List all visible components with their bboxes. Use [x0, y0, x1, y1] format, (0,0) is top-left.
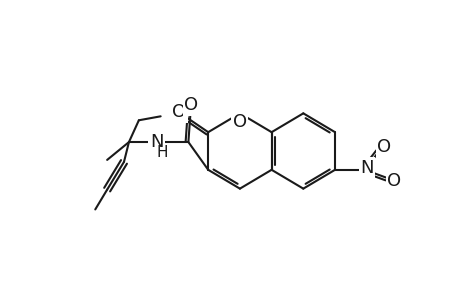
- Text: H: H: [157, 146, 168, 160]
- Text: N: N: [150, 133, 163, 151]
- Text: O: O: [184, 96, 198, 114]
- Text: O: O: [232, 113, 246, 131]
- Text: N: N: [359, 159, 373, 177]
- Text: O: O: [172, 103, 186, 122]
- Text: O: O: [386, 172, 401, 190]
- Text: O: O: [377, 138, 391, 156]
